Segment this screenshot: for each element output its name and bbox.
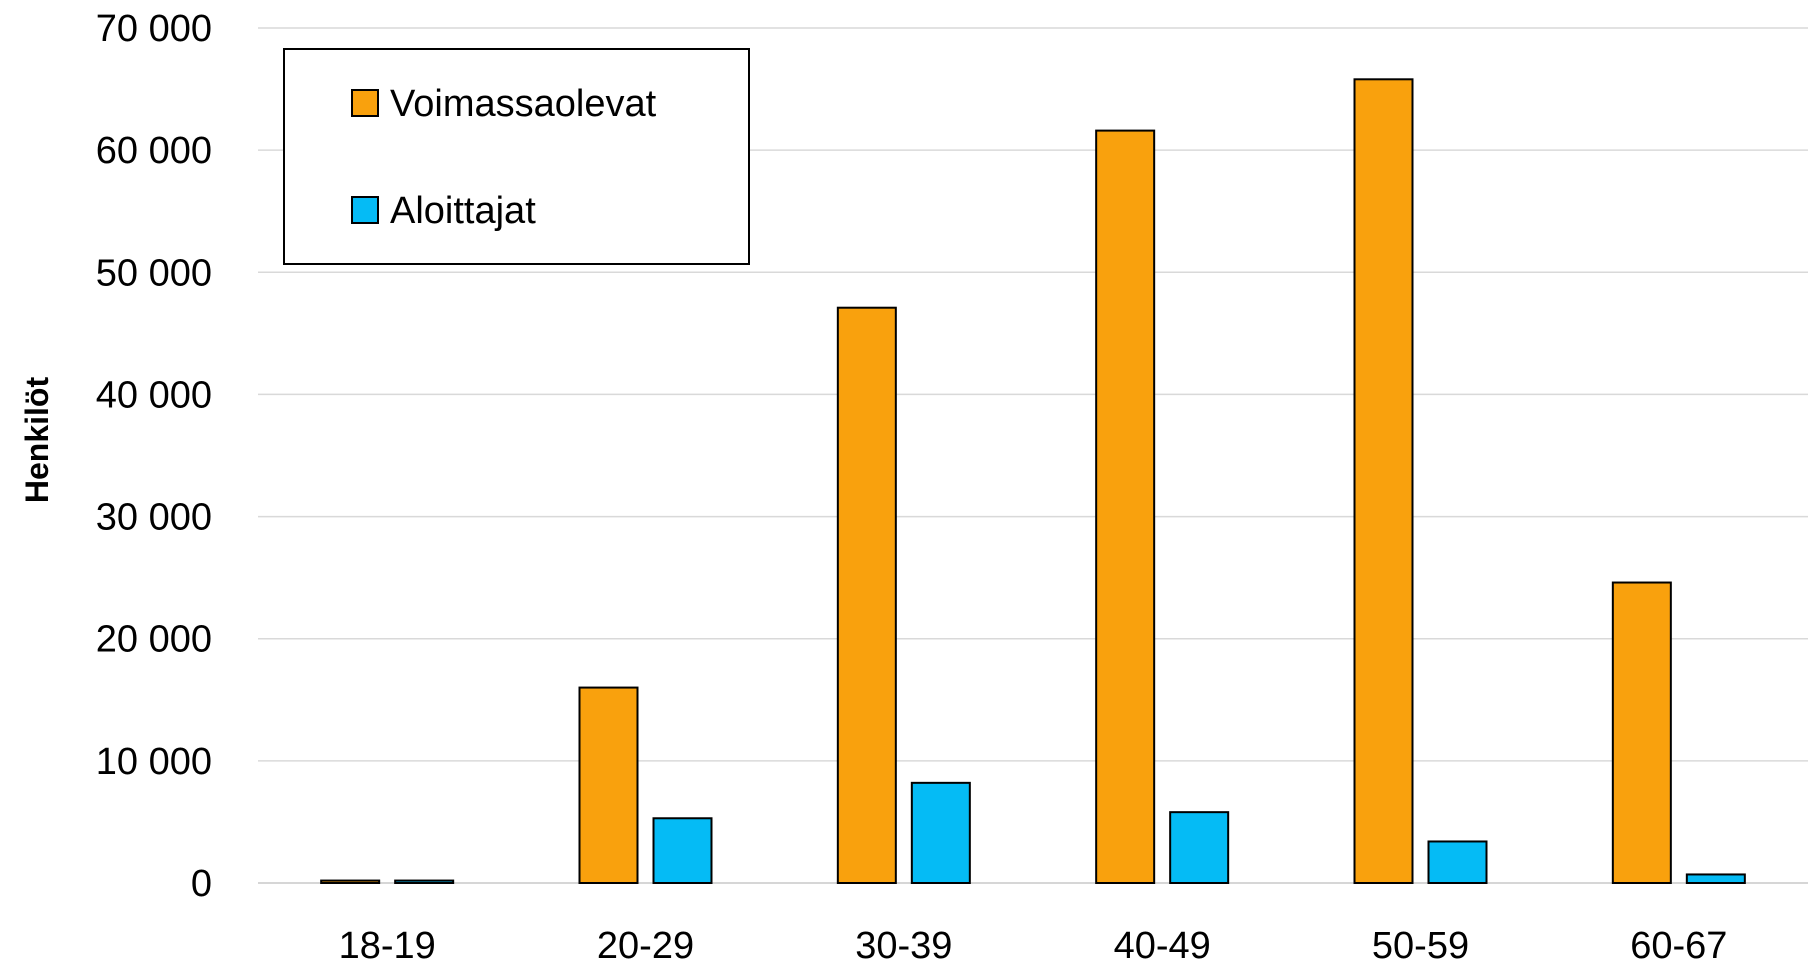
- bar-aloittajat: [394, 879, 455, 884]
- y-tick-label: 0: [191, 863, 212, 905]
- bar-voimassaolevat: [578, 686, 639, 884]
- legend-box: [283, 48, 750, 265]
- y-tick-label: 60 000: [96, 130, 212, 172]
- x-tick-label: 50-59: [1372, 925, 1469, 963]
- bar-aloittajat: [1427, 840, 1488, 885]
- y-tick-label: 40 000: [96, 374, 212, 416]
- bar-voimassaolevat: [320, 879, 381, 884]
- y-tick-label: 30 000: [96, 497, 212, 539]
- bar-aloittajat: [910, 781, 971, 884]
- y-tick-label: 10 000: [96, 741, 212, 783]
- bar-voimassaolevat: [1353, 78, 1414, 885]
- legend-swatch: [351, 89, 379, 117]
- y-tick-label: 50 000: [96, 252, 212, 294]
- legend-label: Aloittajat: [390, 190, 536, 232]
- bar-voimassaolevat: [1611, 581, 1672, 884]
- bar-voimassaolevat: [836, 306, 897, 884]
- bar-aloittajat: [652, 817, 713, 884]
- y-axis-ticks: 0 10 000 20 000 30 000 40 000 50 000 60 000 70 …: [96, 8, 212, 905]
- legend-label: Voimassaolevat: [390, 83, 657, 125]
- bar-aloittajat: [1169, 811, 1230, 885]
- x-tick-label: 30-39: [855, 925, 952, 963]
- x-tick-label: 20-29: [597, 925, 694, 963]
- x-tick-label: 18-19: [339, 925, 436, 963]
- bar-aloittajat: [1685, 873, 1746, 885]
- y-tick-label: 70 000: [96, 8, 212, 50]
- x-axis-ticks: 18-19 20-29 30-39 40-49 50-59 60-67: [339, 925, 1728, 963]
- legend: Voimassaolevat Aloittajat: [283, 48, 750, 265]
- bars: [320, 78, 1746, 885]
- x-tick-label: 60-67: [1630, 925, 1727, 963]
- legend-swatch: [351, 196, 379, 224]
- x-tick-label: 40-49: [1114, 925, 1211, 963]
- y-axis-label: Henkilöt: [19, 377, 55, 504]
- y-tick-label: 20 000: [96, 619, 212, 661]
- bar-voimassaolevat: [1095, 129, 1156, 885]
